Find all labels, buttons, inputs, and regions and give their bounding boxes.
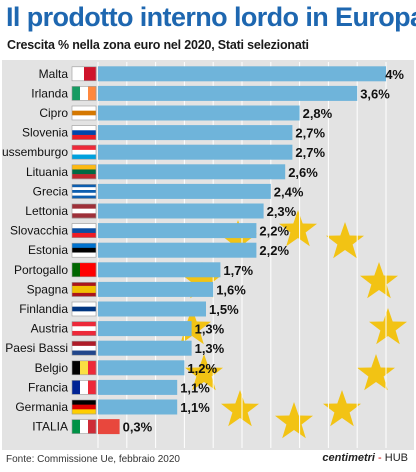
flag-icon xyxy=(71,184,97,199)
bar xyxy=(98,125,293,141)
bar xyxy=(98,203,264,219)
flag-icon xyxy=(71,282,97,297)
star-icon xyxy=(173,308,211,345)
value-label: 2,2% xyxy=(259,243,289,258)
bar xyxy=(98,85,358,101)
bar xyxy=(98,379,178,395)
brand-hub: HUB xyxy=(384,452,408,464)
value-label: 1,2% xyxy=(187,361,217,376)
value-label: 1,3% xyxy=(195,322,225,337)
category-label: Spagna xyxy=(27,282,69,296)
value-label: 1,1% xyxy=(180,400,210,415)
value-label: 0,3% xyxy=(123,420,153,435)
flag-icon xyxy=(71,321,97,336)
bar-chart: Malta 4% Irlanda 3,6% Cipro 2,8% Slovenia 2,7% L… xyxy=(2,62,407,448)
brand-name: centimetri xyxy=(322,452,375,464)
star-icon xyxy=(183,262,221,299)
category-label: Slovacchia xyxy=(10,224,68,238)
bar xyxy=(98,144,293,160)
bar xyxy=(98,66,386,82)
value-label: 3,6% xyxy=(360,86,390,101)
bar xyxy=(98,105,300,121)
category-label: Paesi Bassi xyxy=(5,341,68,355)
star-icon xyxy=(185,354,223,391)
category-label: Lituania xyxy=(26,165,68,179)
bar xyxy=(98,321,192,337)
bar xyxy=(98,301,206,317)
flag-icon xyxy=(71,66,97,82)
flag-icon xyxy=(71,419,97,434)
bar xyxy=(98,223,257,239)
flag-icon xyxy=(71,399,97,415)
category-label: Austria xyxy=(31,322,69,336)
category-label: Cipro xyxy=(39,106,68,120)
value-label: 1,6% xyxy=(216,282,246,297)
brand-separator: - xyxy=(374,452,385,464)
brand-logo: centimetri - HUB xyxy=(322,452,408,464)
bar xyxy=(98,340,192,356)
flag-icon xyxy=(71,144,97,160)
flag-icon xyxy=(71,125,97,140)
category-label: Francia xyxy=(28,380,68,394)
star-icon xyxy=(275,402,313,439)
bar xyxy=(98,399,178,415)
category-label: Germania xyxy=(15,400,68,414)
category-label: Lettonia xyxy=(25,204,68,218)
bar-highlight xyxy=(98,419,120,435)
flag-icon xyxy=(71,223,97,238)
star-icon xyxy=(360,262,398,299)
star-icon xyxy=(369,308,407,345)
flag-icon xyxy=(71,340,97,356)
flag-icon xyxy=(71,360,97,376)
value-label: 1,7% xyxy=(223,263,253,278)
bar xyxy=(98,262,221,278)
flag-icon xyxy=(71,262,97,278)
value-label: 2,4% xyxy=(274,184,304,199)
flag-icon xyxy=(71,105,97,121)
category-label: Slovenia xyxy=(22,126,68,140)
star-icon xyxy=(357,354,395,391)
flag-icon xyxy=(71,164,97,180)
chart-subtitle: Crescita % nella zona euro nel 2020, Sta… xyxy=(7,38,309,52)
bar xyxy=(98,360,185,376)
value-label: 1,3% xyxy=(195,341,225,356)
bar xyxy=(98,164,286,180)
category-label: Malta xyxy=(39,67,69,81)
value-label: 2,3% xyxy=(267,204,297,219)
value-label: 2,7% xyxy=(295,126,325,141)
category-label: Irlanda xyxy=(31,86,68,100)
flag-icon xyxy=(71,203,97,219)
value-label: 4% xyxy=(385,67,404,82)
value-label: 2,2% xyxy=(259,224,289,239)
category-label: Portogallo xyxy=(14,263,68,277)
bar xyxy=(98,281,214,297)
value-label: 1,1% xyxy=(180,380,210,395)
flag-icon xyxy=(71,380,97,395)
value-label: 2,6% xyxy=(288,165,318,180)
star-icon xyxy=(279,210,317,247)
value-label: 2,7% xyxy=(295,145,325,160)
star-icon xyxy=(323,390,361,427)
bar xyxy=(98,242,257,258)
chart-title: Il prodotto interno lordo in Europa xyxy=(6,2,416,32)
star-icon xyxy=(221,390,259,427)
source-note: Fonte: Commissione Ue, febbraio 2020 xyxy=(6,454,180,465)
flag-icon xyxy=(71,242,97,258)
category-label: Belgio xyxy=(35,361,69,375)
value-label: 2,8% xyxy=(303,106,333,121)
category-label: Finlandia xyxy=(19,302,68,316)
flag-icon xyxy=(71,301,97,317)
value-label: 1,5% xyxy=(209,302,239,317)
category-label: Lussemburgo xyxy=(2,145,68,159)
chart-panel: Malta 4% Irlanda 3,6% Cipro 2,8% Slovenia 2,7% L… xyxy=(2,60,414,450)
bar xyxy=(98,183,271,199)
flag-icon xyxy=(71,86,97,101)
category-label: Estonia xyxy=(28,243,68,257)
category-label: ITALIA xyxy=(32,420,68,434)
star-icon xyxy=(326,222,364,259)
category-label: Grecia xyxy=(33,184,69,198)
